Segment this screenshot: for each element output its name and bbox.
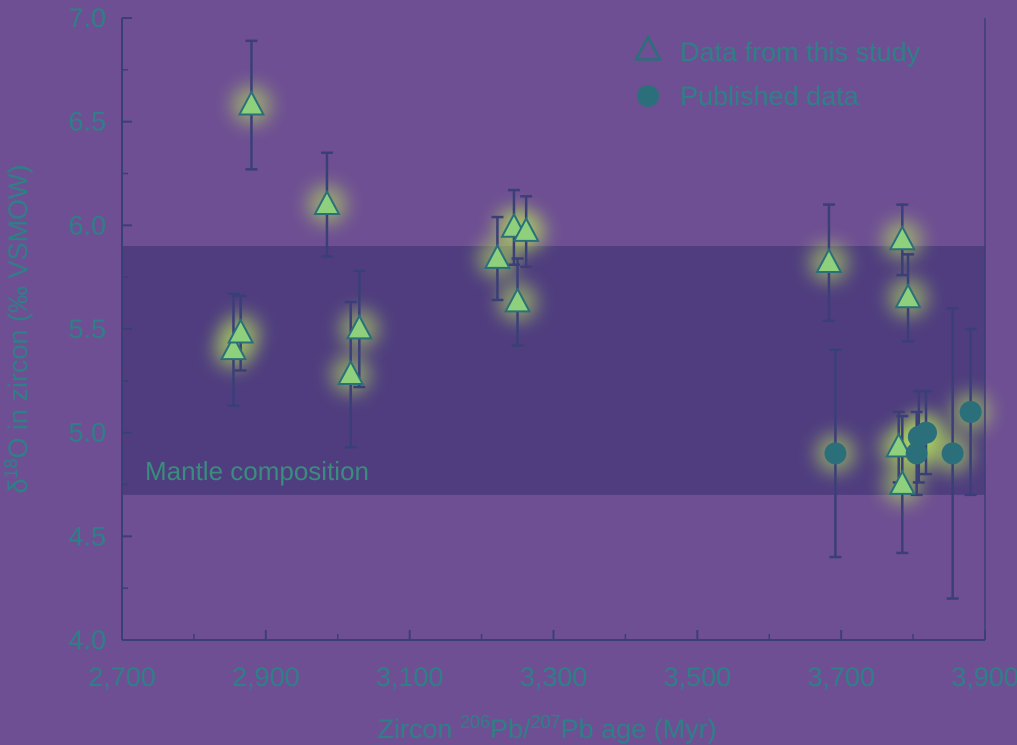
y-tick-label: 5.5 [68,314,106,344]
data-point-this-study [237,89,266,116]
data-point-this-study [313,189,341,215]
x-tick-label: 3,500 [664,662,732,692]
data-point-this-study [888,469,916,495]
data-point-this-study [483,243,512,269]
data-point-published [941,442,964,465]
data-point-this-study [345,313,373,340]
x-axis-title-sup: 206 [460,712,490,732]
x-tick-label: 2,900 [232,662,300,692]
data-point-published [824,442,847,465]
y-axis-title-part: O in zircon (‰ VSMOW) [3,164,33,458]
data-point-this-study [503,286,532,313]
y-axis-title-part: δ [3,479,33,494]
axes: 2,700 2,900 3,100 3,300 3,500 3,700 3,900 4.0 4.… [68,3,1017,692]
x-axis-title-part: Zircon [377,714,460,744]
y-tick-label: 4.5 [68,521,106,551]
y-axis-title: δ18O in zircon (‰ VSMOW) [1,164,33,493]
y-tick-label: 7.0 [68,3,106,33]
data-point-this-study [219,334,248,361]
x-tick-label: 3,300 [520,662,588,692]
legend-label-published: Published data [680,81,860,111]
y-axis-title-sup: 18 [1,458,21,478]
legend-circle-icon [637,85,659,107]
x-tick-label: 3,900 [951,662,1017,692]
y-tick-label: 5.0 [68,418,106,448]
x-axis-title-part: Pb age (Myr) [561,714,717,744]
x-axis-title: Zircon 206Pb/207Pb age (Myr) [377,712,716,744]
legend: Data from this study Published data [633,34,921,111]
legend-triangle-icon [633,34,663,61]
data-markers [219,89,982,495]
data-point-published [915,421,938,444]
data-point-this-study [894,282,922,309]
data-point-this-study [227,318,255,344]
x-axis-title-sup: 207 [531,712,561,732]
data-point-this-study [888,224,916,251]
data-point-this-study [885,432,913,458]
x-axis-title-part: Pb/ [490,714,531,744]
data-point-published [905,442,928,465]
data-point-this-study [815,247,843,274]
legend-label-this-study: Data from this study [680,37,921,67]
x-tick-label: 2,700 [88,662,156,692]
y-tick-label: 6.0 [68,210,106,240]
x-tick-label: 3,700 [807,662,875,692]
data-point-published [959,400,982,423]
x-tick-label: 3,100 [376,662,444,692]
data-point-this-study [337,359,365,385]
y-tick-label: 6.5 [68,107,106,137]
data-point-this-study [512,216,540,242]
y-tick-label: 4.0 [68,625,106,655]
mantle-composition-label: Mantle composition [145,456,369,486]
